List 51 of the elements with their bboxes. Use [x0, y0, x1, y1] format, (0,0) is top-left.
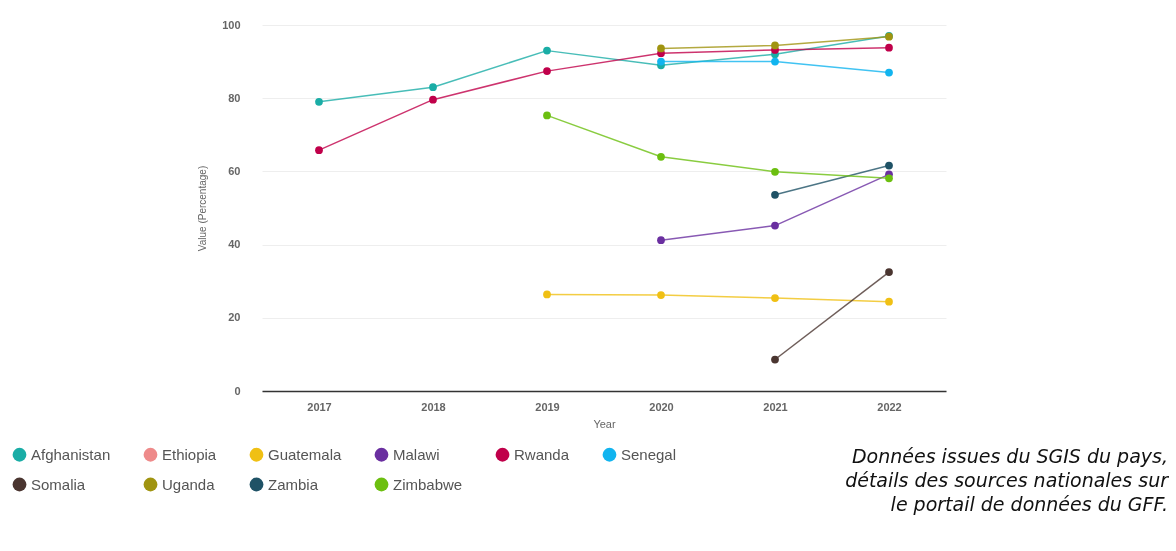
point [657, 291, 665, 299]
y-tick-label: 100 [222, 18, 241, 31]
point [885, 43, 893, 52]
point [429, 95, 437, 104]
y-tick-label: 80 [228, 91, 241, 104]
point [657, 44, 665, 53]
legend-label: Somalia [31, 475, 86, 493]
legend-label: Zambia [268, 475, 319, 493]
x-tick-label: 2018 [421, 400, 446, 413]
point [771, 190, 779, 199]
y-tick-label: 20 [228, 311, 241, 324]
legend-label: Afghanistan [31, 445, 111, 463]
legend-label: Malawi [393, 445, 440, 463]
x-tick-label: 2019 [535, 400, 560, 413]
point [885, 161, 893, 170]
point [771, 41, 779, 50]
legend-label: Ethiopia [162, 445, 217, 463]
point [657, 152, 665, 161]
x-axis-title: Year [593, 417, 616, 430]
point [657, 236, 665, 245]
point [771, 57, 779, 66]
point [885, 68, 893, 77]
point [771, 221, 779, 230]
x-tick-label: 2017 [307, 400, 332, 413]
point [429, 83, 437, 92]
legend-label: Senegal [621, 445, 677, 463]
y-tick-label: 0 [234, 384, 241, 397]
point [885, 174, 893, 183]
y-tick-label: 60 [228, 164, 241, 177]
x-tick-label: 2020 [649, 400, 674, 413]
x-tick-label: 2021 [763, 400, 788, 413]
x-tick-label: 2022 [877, 400, 902, 413]
legend-label: Zimbabwe [393, 475, 463, 493]
point [771, 355, 779, 364]
point [657, 57, 665, 66]
point [315, 97, 323, 106]
point [771, 294, 779, 302]
point [885, 297, 893, 306]
legend-label: Rwanda [514, 445, 570, 463]
point [543, 67, 551, 75]
point [771, 167, 779, 176]
y-axis-title: Value (Percentage) [197, 165, 209, 252]
legend-label: Uganda [162, 475, 216, 493]
y-tick-label: 40 [228, 238, 241, 251]
point [543, 46, 551, 55]
text: Données issues du SGIS du pays, détails des sources nationales sur le portail de données du GFF. [844, 444, 1168, 516]
point [543, 111, 551, 120]
legend-label: Guatemala [268, 445, 343, 463]
point [543, 290, 551, 299]
point [885, 268, 893, 276]
point [315, 146, 323, 155]
